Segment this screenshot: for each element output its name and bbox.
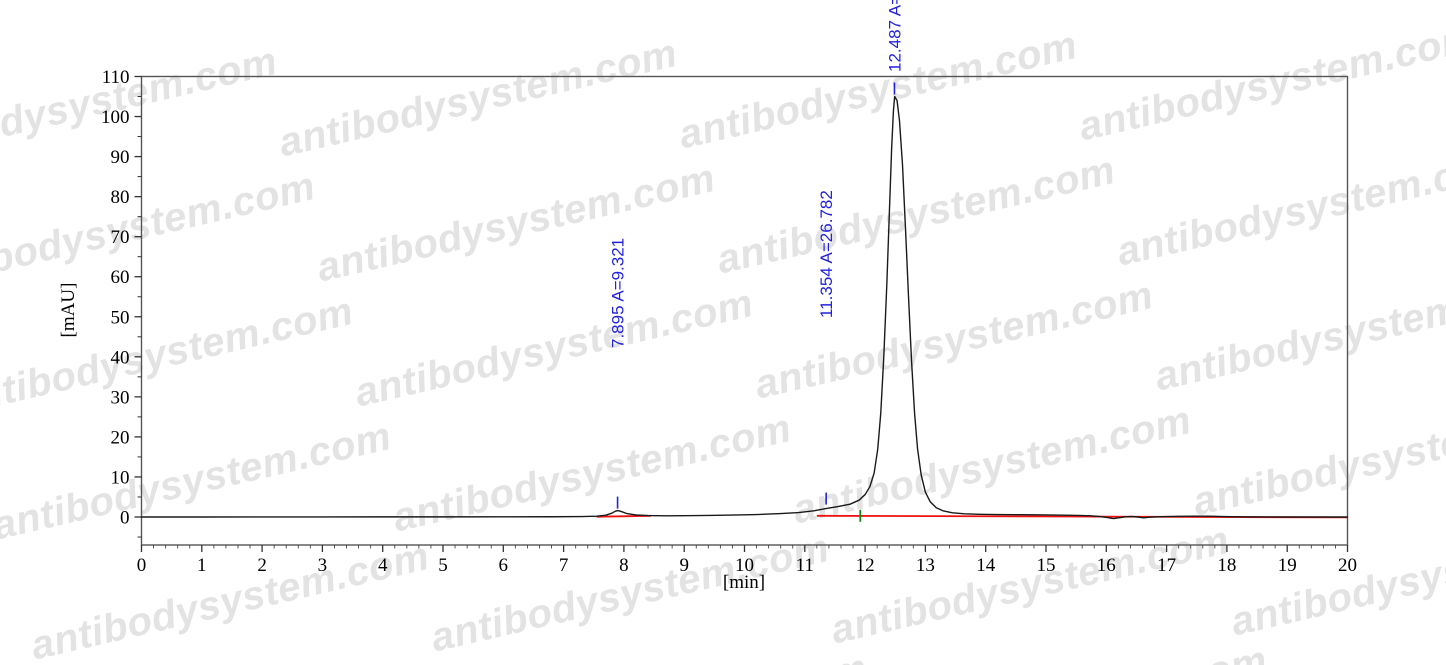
peak-label-3: 12.487 A=3269.706 [885,0,904,72]
y-tick-label: 60 [111,267,130,288]
y-tick-label: 40 [111,347,130,368]
y-tick-label: 0 [120,508,130,529]
y-tick-label: 50 [111,307,130,328]
x-tick-label: 15 [1037,555,1056,576]
y-tick-label: 90 [111,147,130,168]
x-tick-label: 16 [1097,555,1116,576]
y-axis-tick-labels: 0 10 20 30 40 50 60 70 80 90 100 110 [101,67,130,529]
x-tick-label: 9 [679,555,689,576]
x-tick-label: 14 [976,555,996,576]
x-axis-ticks [140,545,1349,552]
x-tick-label: 18 [1217,555,1236,576]
x-tick-label: 2 [257,555,267,576]
y-tick-label: 110 [102,67,130,88]
x-tick-label: 11 [796,555,814,576]
y-tick-label: 30 [111,387,130,408]
x-tick-label: 1 [197,555,207,576]
x-tick-label: 8 [619,555,629,576]
x-axis-tick-labels: 0 1 2 3 4 5 6 7 8 9 10 11 12 13 14 15 16 17 18 19 20 [137,555,1357,576]
y-tick-label: 10 [111,467,130,488]
y-tick-label: 80 [111,187,130,208]
y-axis-title: [mAU] [58,283,79,338]
y-tick-label: 20 [111,427,130,448]
x-tick-label: 5 [438,555,448,576]
y-tick-label: 70 [111,227,130,248]
x-tick-label: 10 [735,555,754,576]
x-tick-label: 20 [1338,555,1357,576]
peak-label-2: 11.354 A=26.782 [817,190,836,318]
chromatogram-trace [140,95,1349,520]
x-tick-label: 6 [499,555,509,576]
x-axis-title: [min] [723,572,765,593]
x-tick-label: 7 [559,555,569,576]
trace-line [140,95,1349,520]
y-axis-ticks [134,75,142,538]
x-tick-label: 17 [1157,555,1176,576]
peak-annotation-labels: 7.895 A=9.321 11.354 A=26.782 12.487 A=326… [609,0,905,348]
y-tick-label: 100 [101,107,130,128]
peak-label-1: 7.895 A=9.321 [609,238,628,348]
x-tick-label: 0 [137,555,147,576]
x-tick-label: 19 [1278,555,1297,576]
peak-markers [616,82,896,522]
x-tick-label: 4 [378,555,388,576]
x-tick-label: 12 [856,555,875,576]
x-tick-label: 3 [318,555,328,576]
x-tick-label: 13 [916,555,935,576]
plot-frame [140,75,1349,546]
